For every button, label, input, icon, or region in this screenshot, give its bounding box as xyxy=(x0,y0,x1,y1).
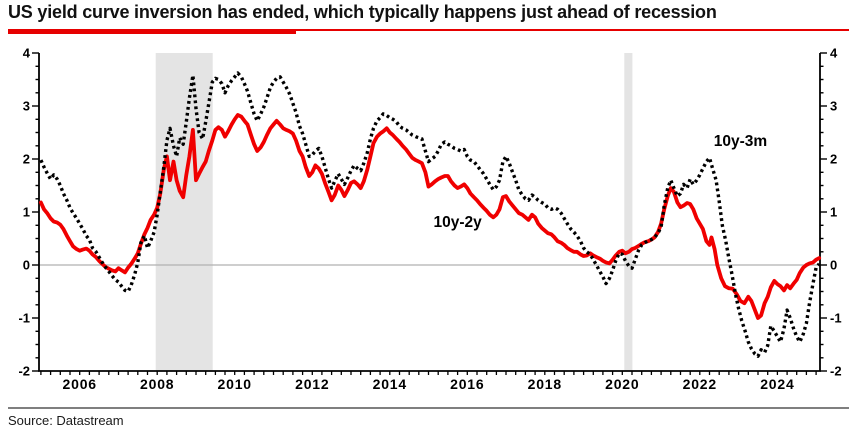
y-axis-label-left: -1 xyxy=(18,311,30,326)
y-axis-label-right: 3 xyxy=(830,99,837,114)
y-axis-label-left: 3 xyxy=(23,99,30,114)
y-axis-label-right: 2 xyxy=(830,152,837,167)
series-label-10y-2y: 10y-2y xyxy=(433,214,482,231)
y-axis-label-left: 2 xyxy=(23,152,30,167)
y-axis-label-left: -2 xyxy=(18,364,30,379)
x-axis-label: 2024 xyxy=(760,376,794,392)
y-axis-label-left: 0 xyxy=(23,258,30,273)
recession-band xyxy=(155,53,213,371)
y-axis-label-right: 0 xyxy=(830,258,837,273)
x-axis-label: 2012 xyxy=(295,376,329,392)
title-underline xyxy=(8,29,849,35)
series-line-10y-3m xyxy=(39,71,821,358)
x-axis-label: 2010 xyxy=(218,376,252,392)
y-axis-label-right: -1 xyxy=(830,311,842,326)
x-axis-label: 2014 xyxy=(373,376,407,392)
source-note: Source: Datastream xyxy=(8,413,124,428)
chart-canvas: -2 -2 -1 -1 0 0 1 1 2 2 3 3 4 4 2006 2008 2010 2012 2014 20… xyxy=(18,46,842,393)
x-axis-label: 2018 xyxy=(528,376,562,392)
y-axis-label-right: -2 xyxy=(830,364,842,379)
footer-divider-line xyxy=(8,407,849,409)
yield-curve-spread-chart: -2 -2 -1 -1 0 0 1 1 2 2 3 3 4 4 2006 2008 2010 2012 2014 20… xyxy=(0,45,857,405)
title-underline-thick-segment xyxy=(8,29,296,34)
series-line-10y-2y xyxy=(39,113,822,320)
series-label-10y-3m: 10y-3m xyxy=(714,133,767,150)
x-axis-label: 2016 xyxy=(450,376,484,392)
x-axis-label: 2008 xyxy=(140,376,174,392)
y-axis-label-right: 4 xyxy=(830,46,838,61)
x-axis-label: 2022 xyxy=(683,376,717,392)
title-underline-thin-segment xyxy=(296,29,849,31)
x-axis-label: 2020 xyxy=(605,376,639,392)
recession-band xyxy=(624,53,633,371)
page-title: US yield curve inversion has ended, whic… xyxy=(8,2,717,22)
y-axis-label-left: 4 xyxy=(23,46,31,61)
y-axis-label-right: 1 xyxy=(830,205,837,220)
x-axis-label: 2006 xyxy=(63,376,97,392)
y-axis-label-left: 1 xyxy=(23,205,30,220)
